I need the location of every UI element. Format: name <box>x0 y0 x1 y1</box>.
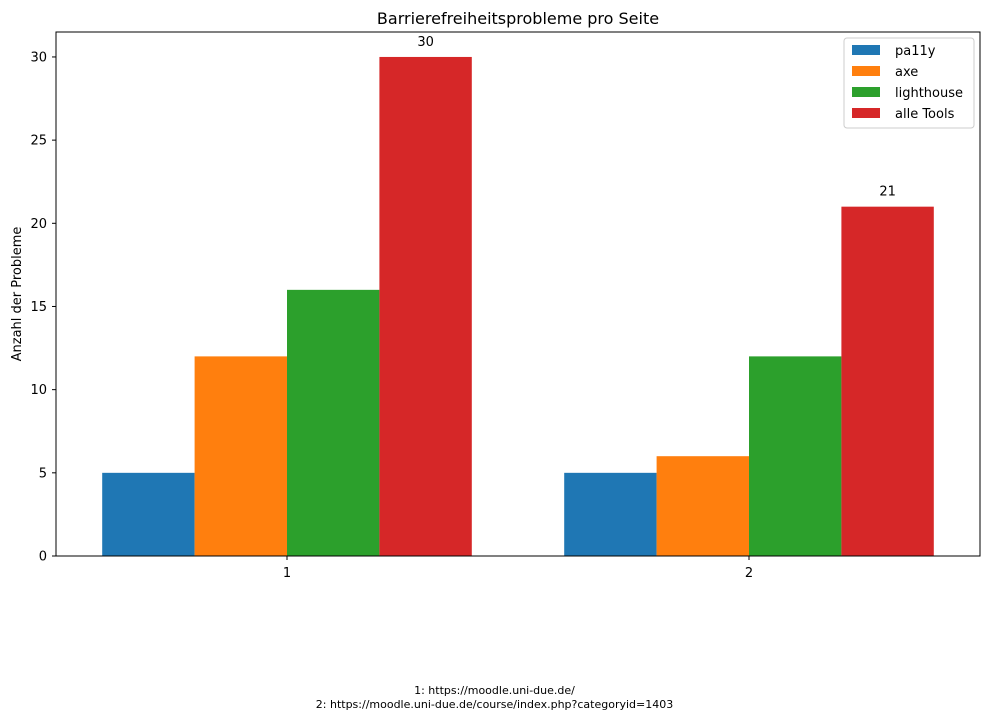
bar-pa11y-2 <box>564 472 657 556</box>
data-label-2: 21 <box>879 185 896 200</box>
y-tick-label: 30 <box>30 50 47 65</box>
legend-label: pa11y <box>895 44 936 59</box>
y-tick-label: 0 <box>39 550 47 565</box>
footnote-2: 2: https://moodle.uni-due.de/course/inde… <box>315 698 674 711</box>
data-labels-group: 30 21 <box>417 35 896 200</box>
plot-frame <box>55 31 981 557</box>
y-axis-label: Anzahl der Probleme <box>10 227 25 362</box>
y-tick-label: 25 <box>30 134 47 149</box>
bar-axe-1 <box>194 356 287 556</box>
legend-label: lighthouse <box>895 86 963 101</box>
bar-lighthouse-1 <box>287 289 380 556</box>
bar-alle-tools-1 <box>379 56 472 556</box>
y-tick-label: 5 <box>39 466 47 481</box>
bar-alle-tools-2 <box>841 206 934 556</box>
legend-box <box>843 37 975 129</box>
axes-group: 0 5 10 15 20 25 30 1 2 <box>30 31 981 581</box>
legend-label: axe <box>895 65 918 80</box>
y-tick-label: 10 <box>30 383 47 398</box>
bar-lighthouse-2 <box>749 356 842 556</box>
bar-axe-2 <box>656 456 749 556</box>
x-tick-label: 2 <box>745 566 753 581</box>
y-tick-label: 15 <box>30 300 47 315</box>
footnote-1: 1: https://moodle.uni-due.de/ <box>414 684 575 697</box>
bars-group <box>102 56 934 556</box>
legend-swatch <box>852 66 880 76</box>
legend-swatch <box>852 87 880 97</box>
legend-label: alle Tools <box>895 107 955 122</box>
legend: pa11y axe lighthouse alle Tools <box>843 37 975 129</box>
data-label-1: 30 <box>417 35 434 50</box>
y-tick-label: 20 <box>30 217 47 232</box>
legend-swatch <box>852 45 880 55</box>
x-tick-label: 1 <box>283 566 291 581</box>
bar-pa11y-1 <box>102 472 195 556</box>
legend-swatch <box>852 108 880 118</box>
chart-title: Barrierefreiheitsprobleme pro Seite <box>377 9 659 28</box>
